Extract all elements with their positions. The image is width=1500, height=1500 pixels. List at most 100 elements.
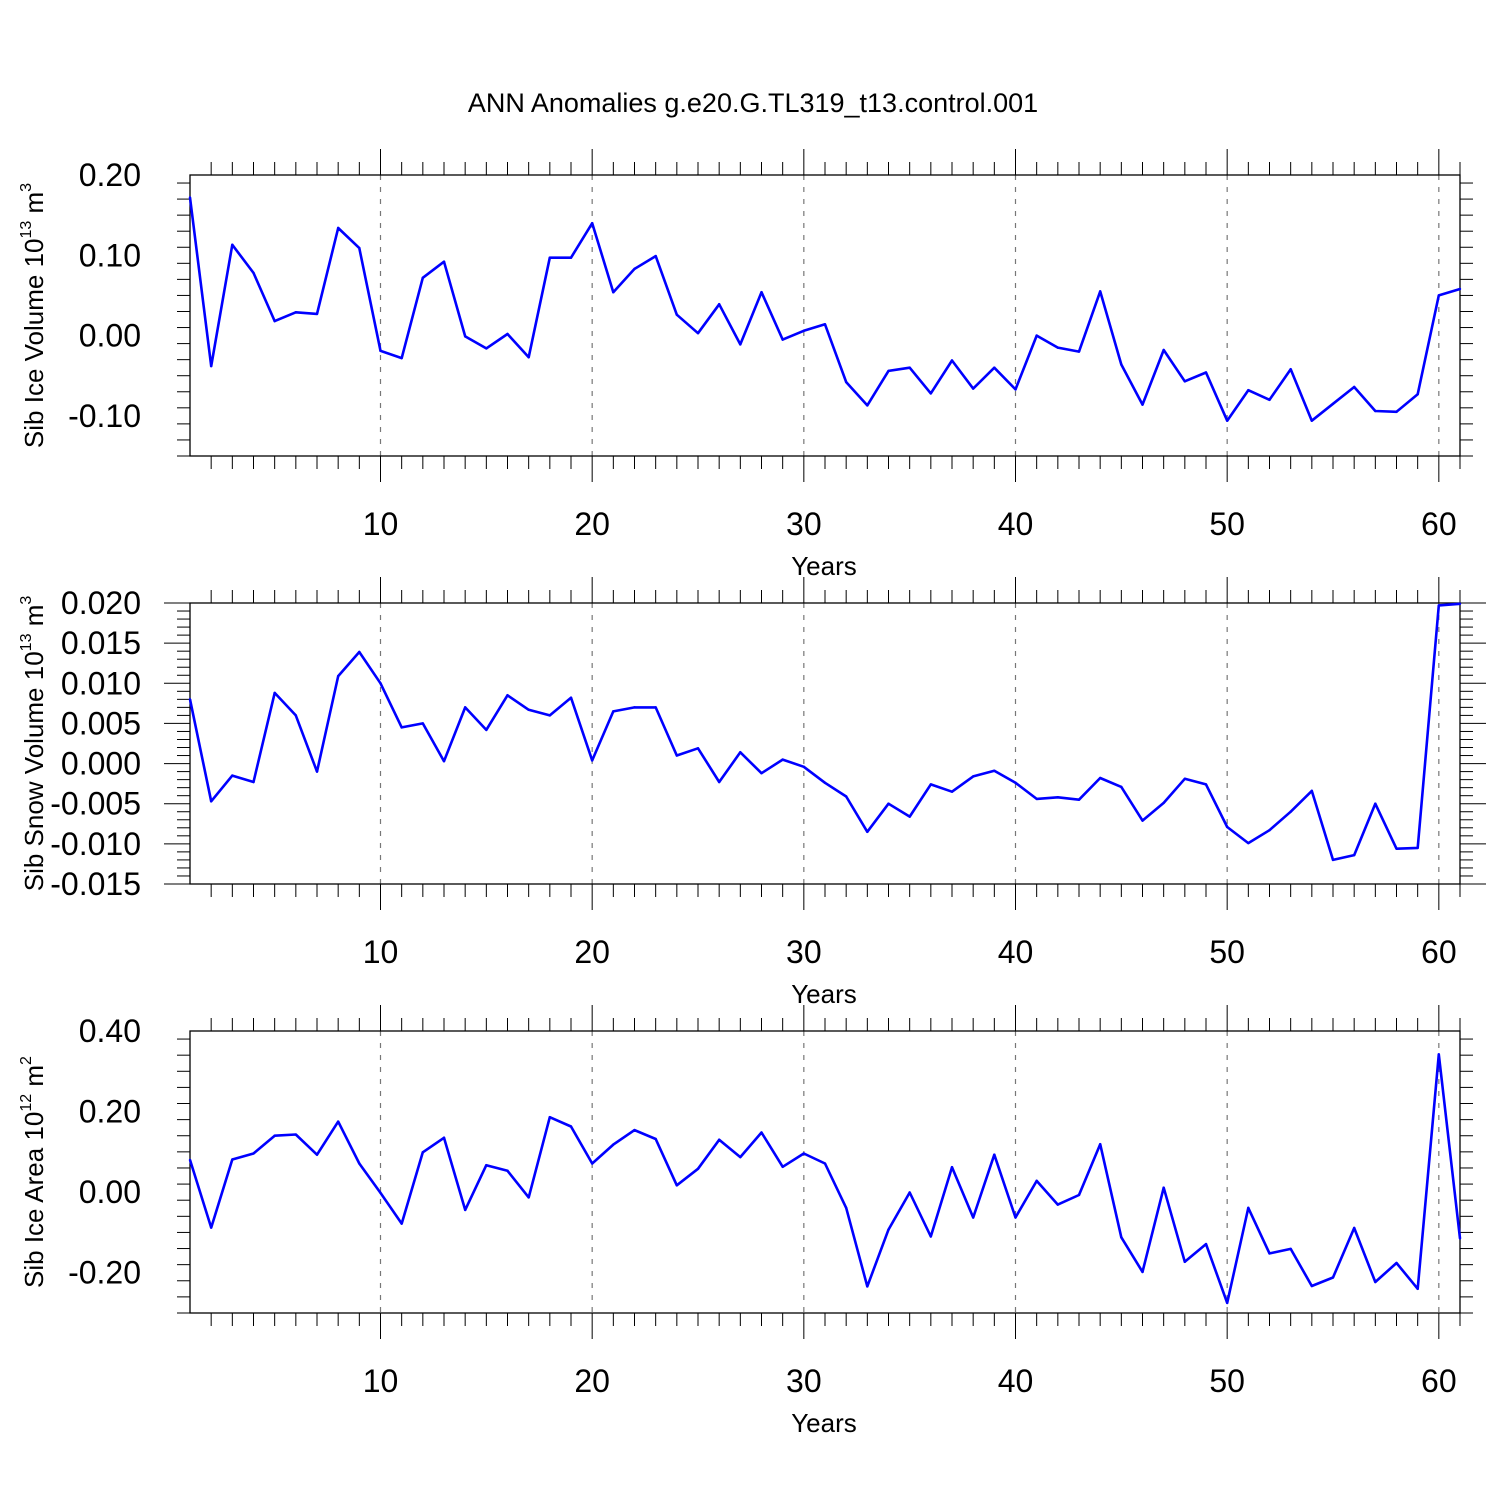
data-point: [1289, 810, 1292, 813]
data-point: [188, 1158, 192, 1162]
x-tick-label: 10: [363, 1363, 399, 1399]
y-axis-title: Sib Ice Volume 1013 m3: [18, 183, 49, 448]
data-point: [569, 256, 573, 259]
data-point: [823, 323, 827, 326]
data-point: [1310, 789, 1314, 793]
data-point: [294, 1133, 298, 1136]
data-point: [1352, 853, 1356, 857]
data-point: [1120, 1236, 1123, 1239]
data-point: [887, 369, 890, 373]
data-point: [358, 1162, 361, 1165]
data-point: [1204, 1242, 1208, 1246]
data-point: [358, 246, 361, 250]
data-point: [908, 366, 911, 369]
data-point: [442, 759, 446, 763]
y-tick-label: 0.10: [79, 237, 141, 273]
y-tick-label: 0.020: [61, 585, 141, 621]
data-point: [908, 815, 911, 818]
data-point: [950, 359, 954, 362]
data-point: [654, 1137, 657, 1141]
data-point: [315, 312, 319, 316]
data-point: [929, 1235, 933, 1238]
data-point: [400, 356, 403, 360]
data-point: [654, 706, 657, 709]
data-point: [1310, 419, 1314, 422]
data-point: [866, 830, 869, 834]
data-point: [527, 1196, 530, 1199]
data-point: [315, 770, 319, 773]
data-point: [1437, 604, 1441, 607]
data-point: [231, 1158, 234, 1161]
plot-frame: [189, 602, 1461, 885]
data-point: [612, 1143, 615, 1146]
x-tick-label: 40: [998, 1363, 1034, 1399]
data-point: [485, 347, 488, 350]
x-tick-label: 10: [363, 934, 399, 970]
data-point: [781, 1165, 784, 1168]
y-tick-label: -0.20: [68, 1255, 141, 1291]
data-point: [294, 311, 298, 314]
data-point: [760, 1131, 763, 1134]
data-point: [1374, 1280, 1377, 1284]
data-point: [209, 800, 213, 803]
data-point: [1331, 1276, 1335, 1279]
data-point: [379, 349, 382, 353]
data-point: [760, 291, 763, 294]
data-point: [442, 260, 446, 263]
data-point: [1141, 403, 1144, 406]
y-tick-label: 0.010: [61, 665, 141, 701]
data-point: [760, 772, 763, 775]
x-tick-label: 50: [1209, 506, 1245, 542]
data-point: [823, 1162, 827, 1165]
data-point: [675, 754, 679, 757]
data-point: [1014, 781, 1017, 785]
data-point: [971, 387, 975, 390]
data-point: [781, 758, 784, 761]
chart-panel-2: 0.020 0.015 0.010 0.005 0.000 -0.005 -0.010 -0.…: [18, 577, 1486, 1009]
data-point: [1077, 1193, 1081, 1197]
data-point: [1162, 801, 1165, 805]
data-point: [739, 1155, 742, 1159]
x-tick-label: 60: [1421, 1363, 1457, 1399]
data-point: [950, 790, 954, 793]
data-point: [971, 775, 975, 778]
data-point: [231, 774, 234, 777]
data-point: [273, 1134, 276, 1137]
data-point: [887, 1228, 890, 1231]
data-point: [569, 696, 573, 699]
data-point: [1225, 419, 1229, 422]
data-point: [1458, 602, 1462, 606]
data-point: [739, 751, 742, 754]
data-point: [1247, 841, 1250, 845]
data-point: [1035, 797, 1038, 801]
data-point: [1331, 858, 1335, 862]
data-point: [273, 691, 276, 695]
data-point: [633, 706, 636, 709]
data-point: [675, 313, 679, 316]
data-point: [379, 682, 382, 685]
data-point: [1077, 798, 1081, 801]
x-axis-title: Years: [791, 1408, 857, 1438]
data-point: [1162, 1186, 1165, 1189]
x-axis-title: Years: [791, 979, 857, 1009]
data-point: [400, 726, 403, 729]
data-point: [1268, 398, 1271, 401]
figure-title: ANN Anomalies g.e20.G.TL319_t13.control.…: [468, 88, 1038, 118]
data-point: [209, 1226, 213, 1229]
data-point: [252, 1152, 255, 1155]
data-point: [1310, 1284, 1314, 1288]
data-point: [1268, 1252, 1271, 1255]
data-point: [950, 1165, 954, 1169]
data-point: [1183, 777, 1187, 781]
data-point: [633, 267, 636, 271]
data-point: [1416, 846, 1419, 850]
y-axis-title: Sib Snow Volume 1013 m3: [18, 596, 49, 892]
y-tick-label: -0.10: [68, 398, 141, 434]
data-point: [1458, 287, 1462, 291]
x-tick-label: 30: [786, 1363, 822, 1399]
data-point: [506, 694, 509, 697]
data-point: [1056, 346, 1060, 349]
data-point: [993, 366, 996, 369]
data-point: [739, 343, 742, 346]
chart-panel-1: 0.20 0.10 0.00 -0.10 10 20 30 40 50 60 Years Sib Ic…: [18, 149, 1473, 581]
